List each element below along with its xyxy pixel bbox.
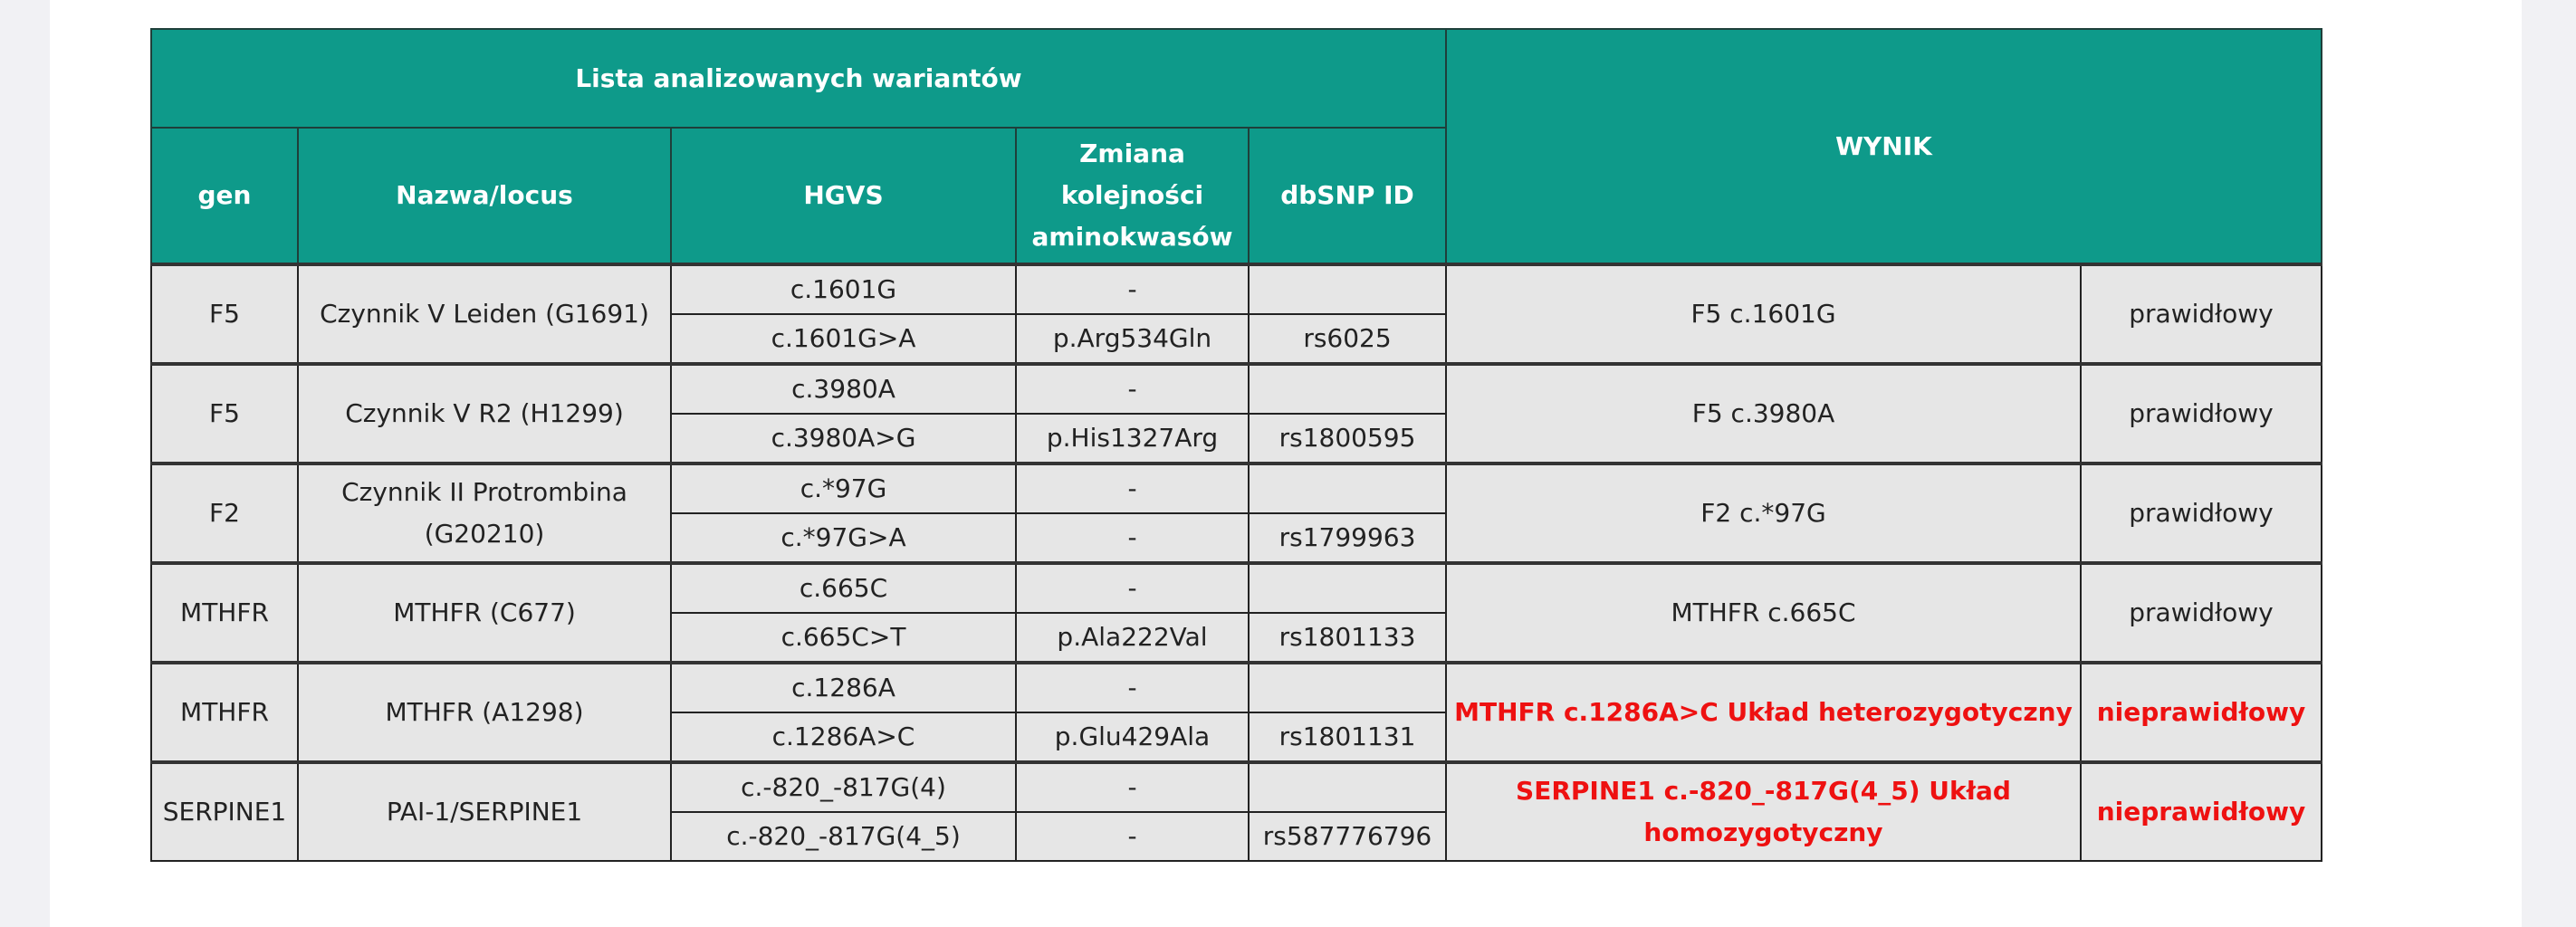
col-hgvs: HGVS xyxy=(670,127,1017,265)
table-row: c.1286A>C p.Glu429Ala rs1801131 xyxy=(151,712,2322,763)
table-row: MTHFR MTHFR (C677) c.665C - MTHFR c.665C praw… xyxy=(150,561,2322,664)
gen-cell: F2 xyxy=(150,462,299,564)
table-row: F2 Czynnik II Protrombina (G20210) c.*97G -… xyxy=(150,462,2322,564)
table-row: c.*97G>A - rs1799963 xyxy=(151,512,2322,564)
hgvs-cell: c.3980A>G xyxy=(670,413,1017,464)
aa-cell: - xyxy=(1015,512,1250,564)
dbsnp-cell: rs587776796 xyxy=(1248,811,1447,862)
result-cell: SERPINE1 c.-820_-817G(4_5) Układ homozyg… xyxy=(1445,760,2082,862)
hgvs-cell: c.1601G xyxy=(670,263,1017,315)
gen-cell: MTHFR xyxy=(150,561,299,664)
hgvs-cell: c.665C>T xyxy=(670,612,1017,664)
dbsnp-cell: rs6025 xyxy=(1248,313,1447,365)
locus-cell: Czynnik V R2 (H1299) xyxy=(297,362,672,464)
hgvs-cell: c.1601G>A xyxy=(670,313,1017,365)
dbsnp-cell xyxy=(1248,661,1447,713)
aa-cell: p.His1327Arg xyxy=(1015,413,1250,464)
status-cell: nieprawidłowy xyxy=(2080,760,2322,862)
table-row: MTHFR MTHFR (A1298) c.1286A - MTHFR c.1286A>… xyxy=(150,661,2322,763)
dbsnp-cell: rs1799963 xyxy=(1248,512,1447,564)
aa-cell: p.Ala222Val xyxy=(1015,612,1250,664)
status-cell: nieprawidłowy xyxy=(2080,661,2322,763)
hgvs-cell: c.-820_-817G(4_5) xyxy=(670,811,1017,862)
result-cell: F2 c.*97G xyxy=(1445,462,2082,564)
result-header: WYNIK xyxy=(1445,28,2322,265)
table-row: F5 Czynnik V R2 (H1299) c.3980A - F5 c.3980A… xyxy=(150,362,2322,464)
hgvs-cell: c.3980A xyxy=(670,362,1017,415)
result-cell: F5 c.1601G xyxy=(1445,263,2082,365)
result-cell: MTHFR c.665C xyxy=(1445,561,2082,664)
locus-cell: MTHFR (C677) xyxy=(297,561,672,664)
gen-cell: F5 xyxy=(150,362,299,464)
table-row: SERPINE1 PAI-1/SERPINE1 c.-820_-817G(4) - SE… xyxy=(150,760,2322,862)
aa-cell: - xyxy=(1015,760,1250,813)
dbsnp-cell xyxy=(1248,561,1447,614)
table-row: c.1601G>A p.Arg534Gln rs6025 xyxy=(151,313,2322,365)
aa-cell: p.Glu429Ala xyxy=(1015,712,1250,763)
table-row: c.665C>T p.Ala222Val rs1801133 xyxy=(151,612,2322,664)
col-name: Nazwa/locus xyxy=(297,127,672,265)
table-row: F5 Czynnik V Leiden (G1691) c.1601G - F5 c.1… xyxy=(150,263,2322,365)
aa-cell: - xyxy=(1015,462,1250,514)
hgvs-cell: c.-820_-817G(4) xyxy=(670,760,1017,813)
gen-cell: SERPINE1 xyxy=(150,760,299,862)
gen-cell: MTHFR xyxy=(150,661,299,763)
dbsnp-cell: rs1801133 xyxy=(1248,612,1447,664)
col-dbsnp: dbSNP ID xyxy=(1248,127,1447,265)
aa-cell: - xyxy=(1015,561,1250,614)
locus-cell: Czynnik II Protrombina (G20210) xyxy=(297,462,672,564)
variants-table: Lista analizowanych wariantów WYNIK gen … xyxy=(150,28,2322,862)
hgvs-cell: c.1286A>C xyxy=(670,712,1017,763)
table-row: c.-820_-817G(4_5) - rs587776796 xyxy=(151,811,2322,862)
status-cell: prawidłowy xyxy=(2080,263,2322,365)
dbsnp-cell xyxy=(1248,263,1447,315)
table-row: c.3980A>G p.His1327Arg rs1800595 xyxy=(151,413,2322,464)
dbsnp-cell xyxy=(1248,362,1447,415)
hgvs-cell: c.1286A xyxy=(670,661,1017,713)
locus-cell: MTHFR (A1298) xyxy=(297,661,672,763)
dbsnp-cell: rs1800595 xyxy=(1248,413,1447,464)
status-cell: prawidłowy xyxy=(2080,362,2322,464)
locus-cell: PAI-1/SERPINE1 xyxy=(297,760,672,862)
aa-cell: - xyxy=(1015,811,1250,862)
col-gen: gen xyxy=(150,127,299,265)
status-cell: prawidłowy xyxy=(2080,462,2322,564)
hgvs-cell: c.*97G>A xyxy=(670,512,1017,564)
aa-cell: p.Arg534Gln xyxy=(1015,313,1250,365)
dbsnp-cell xyxy=(1248,760,1447,813)
hgvs-cell: c.665C xyxy=(670,561,1017,614)
group-header: Lista analizowanych wariantów xyxy=(150,28,1447,129)
col-aa: Zmiana kolejności aminokwasów xyxy=(1015,127,1250,265)
status-cell: prawidłowy xyxy=(2080,561,2322,664)
result-cell: F5 c.3980A xyxy=(1445,362,2082,464)
aa-cell: - xyxy=(1015,661,1250,713)
aa-cell: - xyxy=(1015,362,1250,415)
dbsnp-cell xyxy=(1248,462,1447,514)
aa-cell: - xyxy=(1015,263,1250,315)
hgvs-cell: c.*97G xyxy=(670,462,1017,514)
gen-cell: F5 xyxy=(150,263,299,365)
result-cell: MTHFR c.1286A>C Układ heterozygotyczny xyxy=(1445,661,2082,763)
locus-cell: Czynnik V Leiden (G1691) xyxy=(297,263,672,365)
dbsnp-cell: rs1801131 xyxy=(1248,712,1447,763)
